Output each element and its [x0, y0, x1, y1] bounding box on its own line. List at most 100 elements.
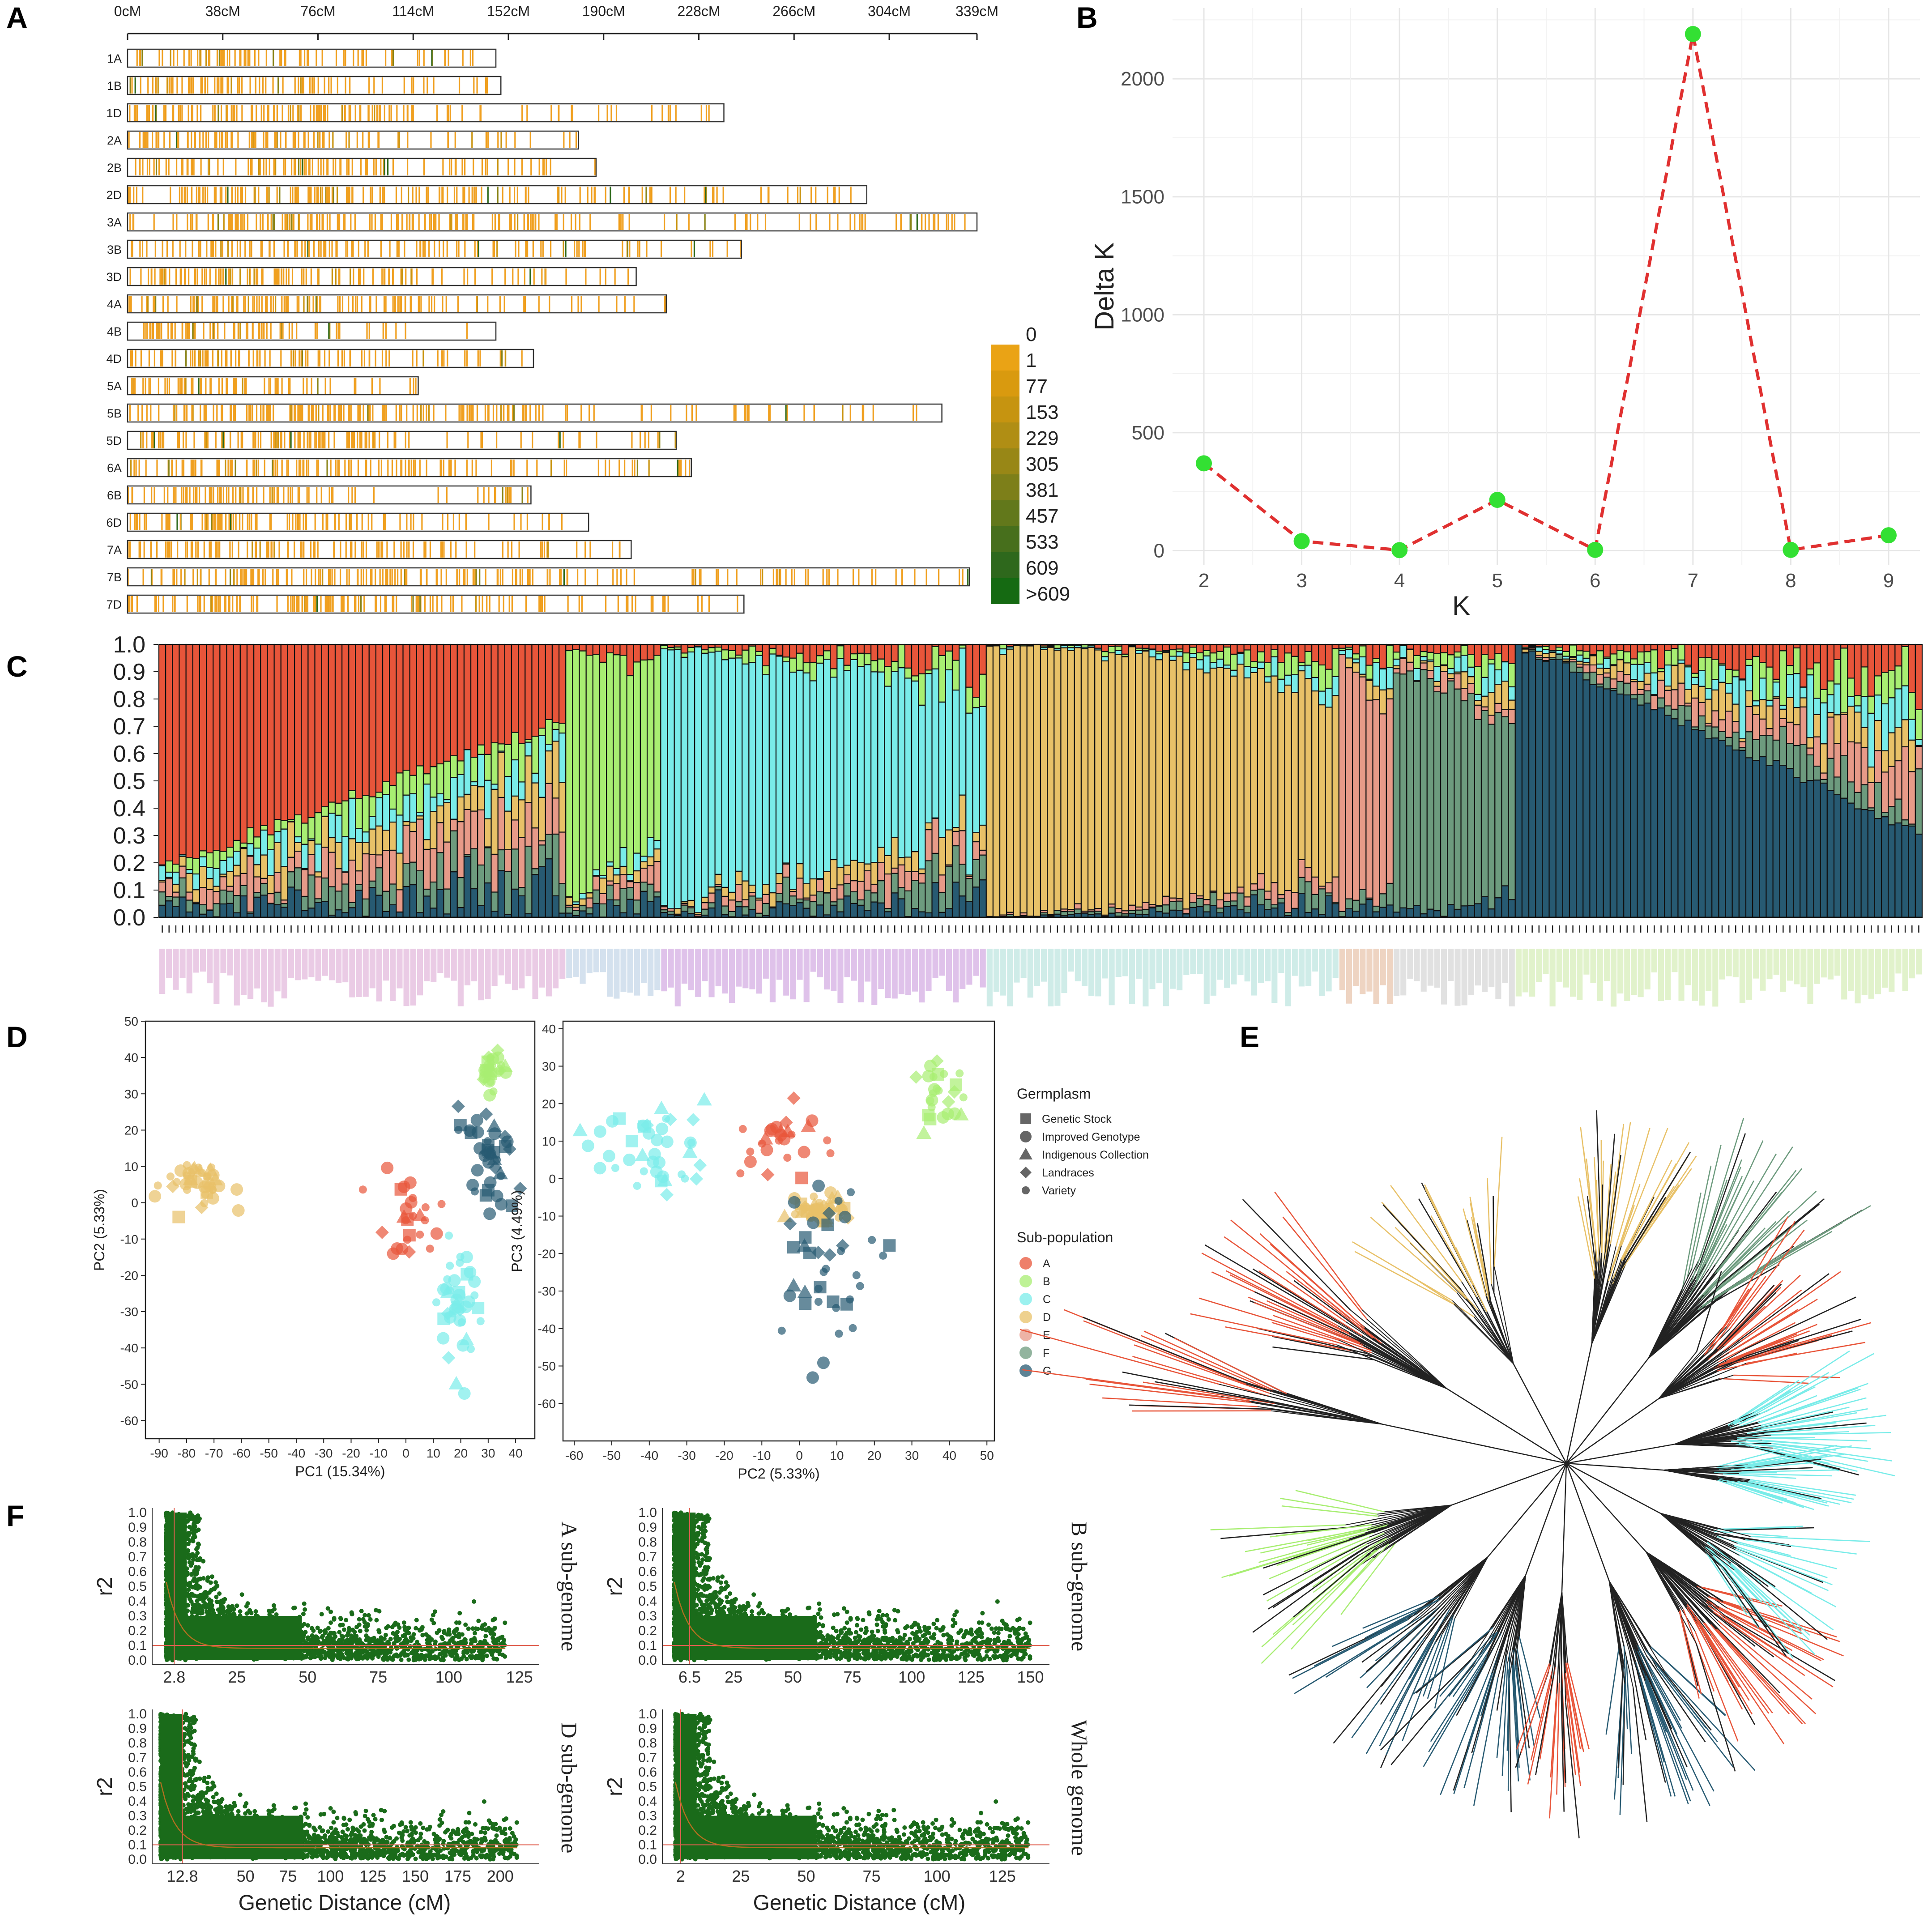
structure-segment — [640, 862, 647, 868]
structure-segment — [1149, 657, 1156, 904]
structure-segment — [1203, 644, 1210, 651]
structure-segment — [1501, 662, 1508, 681]
structure-segment — [1176, 901, 1183, 911]
structure-segment — [1766, 667, 1773, 700]
structure-segment — [1481, 707, 1488, 711]
structure-segment — [715, 886, 722, 890]
y-tick-label-c: 0.1 — [113, 878, 145, 903]
structure-segment — [363, 644, 369, 795]
sample-label — [1543, 949, 1548, 974]
sample-label — [987, 949, 993, 1006]
structure-segment — [1481, 654, 1488, 677]
structure-segment — [606, 885, 613, 900]
structure-segment — [959, 831, 966, 864]
structure-segment — [1481, 644, 1488, 654]
sample-label — [1766, 949, 1772, 979]
structure-segment — [403, 770, 410, 795]
structure-segment — [1359, 646, 1366, 656]
structure-segment — [451, 872, 457, 917]
sample-label — [600, 949, 606, 972]
chromosome-label: 6B — [107, 489, 122, 502]
structure-bar — [1501, 644, 1508, 917]
structure-segment — [525, 756, 532, 802]
structure-bar — [1000, 644, 1007, 917]
structure-segment — [1156, 644, 1163, 651]
structure-segment — [566, 644, 572, 651]
chromosome-bar-2A — [128, 131, 579, 149]
structure-segment — [335, 644, 342, 803]
sample-label — [1021, 949, 1027, 978]
structure-bar — [613, 644, 620, 917]
structure-segment — [417, 819, 423, 870]
structure-segment — [606, 653, 613, 862]
structure-segment — [220, 904, 226, 917]
structure-segment — [1413, 669, 1420, 681]
chromosome-bar-1D — [128, 104, 724, 122]
structure-segment — [234, 851, 240, 865]
structure-bar — [478, 644, 484, 917]
structure-segment — [1393, 659, 1400, 666]
structure-bar — [681, 644, 688, 917]
structure-segment — [464, 810, 471, 854]
structure-bar — [1624, 644, 1630, 917]
structure-segment — [1339, 655, 1346, 912]
structure-segment — [518, 800, 525, 837]
structure-segment — [905, 891, 912, 916]
structure-segment — [457, 644, 464, 761]
structure-bar — [396, 644, 403, 917]
structure-segment — [1393, 644, 1400, 652]
structure-segment — [505, 811, 512, 850]
structure-bar — [1041, 644, 1047, 917]
structure-bar — [498, 644, 505, 917]
structure-segment — [1441, 652, 1447, 665]
structure-segment — [1454, 644, 1461, 652]
structure-segment — [789, 658, 796, 672]
structure-bar — [247, 644, 254, 917]
structure-segment — [1630, 665, 1637, 680]
structure-segment — [1549, 644, 1556, 651]
sample-label — [539, 949, 545, 988]
structure-segment — [640, 660, 647, 857]
structure-segment — [1610, 690, 1617, 917]
structure-segment — [1230, 901, 1237, 906]
structure-segment — [383, 794, 389, 830]
structure-segment — [729, 912, 735, 917]
structure-segment — [1163, 652, 1169, 896]
axis-a-tick-label: 152cM — [487, 3, 530, 19]
structure-segment — [1197, 644, 1203, 653]
sample-label — [851, 949, 857, 981]
sample-label — [187, 949, 192, 993]
structure-bar — [580, 644, 586, 917]
structure-segment — [267, 850, 274, 876]
structure-segment — [1013, 645, 1020, 916]
structure-segment — [546, 859, 552, 917]
y-tick-label-b: 1500 — [1121, 186, 1164, 208]
structure-segment — [932, 647, 939, 669]
structure-segment — [1475, 695, 1481, 700]
structure-segment — [1644, 644, 1651, 652]
sample-label — [688, 949, 694, 990]
delta-k-point — [1587, 542, 1603, 558]
structure-bar — [891, 644, 898, 917]
sample-label — [1170, 949, 1176, 989]
structure-segment — [227, 871, 234, 886]
structure-segment — [1583, 658, 1590, 662]
structure-segment — [756, 644, 763, 652]
structure-segment — [288, 857, 294, 872]
structure-segment — [966, 687, 972, 713]
structure-segment — [647, 838, 654, 857]
sample-label — [1468, 949, 1474, 995]
structure-segment — [1359, 889, 1366, 904]
structure-segment — [1190, 893, 1196, 902]
structure-bar — [363, 644, 369, 917]
structure-segment — [444, 761, 450, 800]
structure-segment — [1597, 687, 1604, 917]
structure-segment — [267, 835, 274, 850]
structure-segment — [1115, 646, 1122, 651]
structure-bar — [1013, 644, 1020, 917]
structure-bar — [1732, 644, 1739, 917]
x-tick-label-b: 7 — [1688, 570, 1698, 592]
structure-bar — [1638, 644, 1644, 917]
structure-segment — [410, 644, 417, 776]
structure-segment — [1197, 660, 1203, 669]
